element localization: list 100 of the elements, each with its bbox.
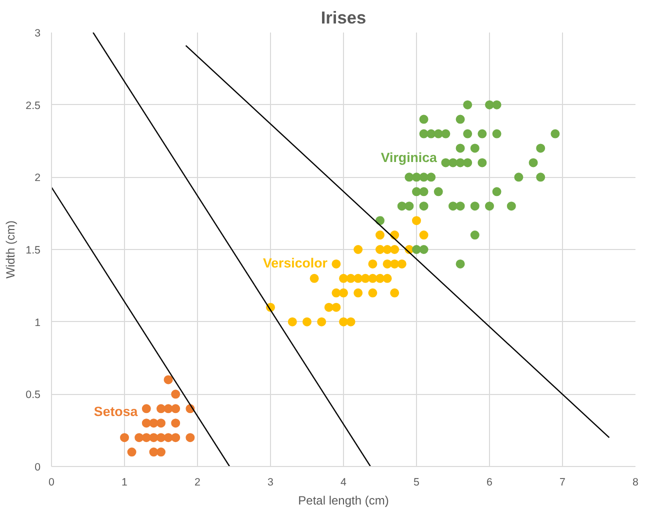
point (171, 418, 180, 428)
point (390, 259, 400, 268)
point (397, 202, 406, 211)
point (412, 172, 421, 182)
x-tick-label: 0 (48, 476, 55, 488)
point (528, 158, 538, 168)
y-tick-label: 0 (34, 462, 41, 474)
point (456, 259, 465, 268)
y-axis-title: Width (cm) (4, 220, 18, 278)
point (397, 259, 406, 268)
x-tick-label: 6 (486, 476, 493, 488)
point (171, 390, 180, 399)
point (404, 172, 414, 182)
point (448, 202, 458, 211)
point (376, 274, 384, 283)
point (463, 158, 472, 168)
point (419, 187, 428, 196)
point (419, 230, 428, 240)
y-tick-label: 2 (34, 172, 41, 184)
point (419, 172, 428, 182)
point (485, 202, 494, 211)
point (164, 404, 173, 414)
point (156, 404, 166, 414)
x-tick-label: 3 (268, 476, 274, 488)
chart-title: Irises (320, 8, 366, 28)
point (376, 245, 384, 254)
x-tick-label: 1 (122, 476, 128, 488)
point (186, 433, 195, 442)
point (456, 158, 465, 168)
point (317, 317, 326, 326)
point (354, 288, 363, 298)
point (492, 129, 502, 138)
x-tick-label: 7 (560, 476, 566, 488)
point (448, 158, 458, 168)
point (149, 448, 158, 457)
point (390, 245, 400, 254)
point (382, 259, 392, 268)
point (456, 202, 465, 211)
point (492, 100, 502, 110)
point (434, 129, 443, 138)
point (360, 274, 370, 283)
y-tick-label: 3 (34, 28, 41, 40)
point (346, 317, 356, 326)
point (332, 259, 341, 268)
y-tick-label: 0.5 (26, 389, 41, 402)
series-label: Setosa (94, 404, 138, 419)
point (354, 274, 363, 283)
point (382, 274, 392, 283)
series-label: Virginica (380, 150, 438, 166)
point (536, 144, 546, 153)
point (134, 433, 144, 442)
point (346, 274, 356, 283)
series-label: Versicolor (262, 256, 328, 271)
point (404, 202, 414, 211)
point (463, 100, 472, 110)
point (441, 129, 450, 138)
x-tick-label: 2 (194, 476, 201, 488)
point (156, 418, 166, 428)
point (171, 404, 180, 414)
point (164, 433, 173, 442)
point (127, 448, 136, 457)
point (382, 245, 392, 254)
point (419, 114, 428, 124)
point (463, 129, 472, 138)
point (376, 230, 384, 240)
point (332, 302, 341, 312)
point (478, 129, 487, 138)
y-tick-label: 1.5 (26, 244, 41, 256)
point (492, 187, 502, 196)
point (368, 259, 378, 268)
point (149, 433, 158, 442)
point (456, 114, 465, 124)
y-tick-label: 1 (34, 316, 41, 329)
y-tick-label: 2.5 (26, 100, 41, 112)
point (164, 375, 173, 384)
point (156, 433, 166, 442)
point (368, 288, 378, 298)
point (310, 274, 319, 283)
point (550, 129, 560, 138)
point (412, 187, 421, 196)
point (412, 245, 421, 254)
point (514, 172, 524, 182)
point (412, 216, 421, 226)
point (478, 158, 487, 168)
point (354, 245, 363, 254)
point (441, 158, 450, 168)
x-axis-title: Petal length (cm) (298, 494, 389, 508)
point (426, 172, 436, 182)
point (506, 202, 516, 211)
point (339, 317, 348, 326)
point (324, 302, 334, 312)
point (485, 100, 494, 110)
point (434, 187, 443, 196)
point (288, 317, 297, 326)
point (376, 216, 384, 226)
point (171, 433, 180, 442)
x-tick-label: 8 (632, 476, 639, 488)
point (332, 288, 341, 298)
point (142, 418, 151, 428)
point (456, 144, 465, 153)
